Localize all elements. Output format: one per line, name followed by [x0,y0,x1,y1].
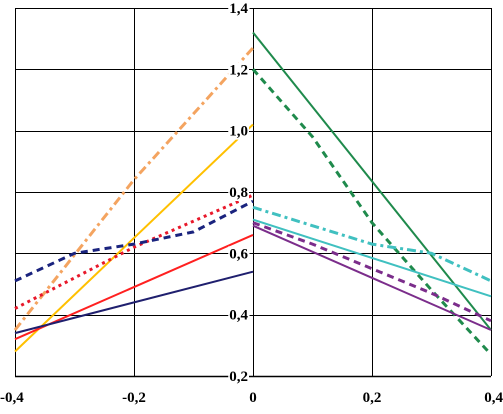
y-tick-label: 0,4 [229,308,248,324]
y-tick-label-bg [228,246,250,263]
x-tick-label: -0,2 [122,390,146,406]
y-tick-label: 0,8 [229,185,248,201]
x-tick-label: -0,4 [0,390,24,406]
series-line-2 [13,46,255,331]
series-line-3 [14,233,254,341]
y-tick-label-bg [228,62,249,79]
series-line-11 [252,224,492,331]
tick-labels: 0,20,40,60,81,01,21,4-0,4 -0,2 0 0,2 0,4 [0,1,503,406]
y-tick-label: 1,0 [229,124,248,140]
x-tick-label: 0,2 [363,390,382,406]
y-tick-label: 0,6 [229,246,248,262]
y-tick-label: 1,2 [229,62,248,78]
series-line-1 [14,123,254,353]
y-tick-label: 0,2 [229,369,248,385]
series-line-12 [252,221,492,323]
y-tick-label-bg [228,1,250,17]
series-line-9 [252,218,492,298]
series-line-5 [14,270,254,335]
y-tick-label-bg [228,123,249,140]
series-line-10 [252,205,492,283]
x-tick-label: 0,4 [484,390,503,406]
x-tick-label: 0 [249,390,257,406]
y-tick-label-bg [228,307,250,324]
grid [15,8,492,378]
series-line-7 [252,31,492,331]
y-tick-label-bg [228,185,249,201]
series-line-4 [14,193,254,310]
series-line-6 [14,199,254,283]
y-tick-label-bg [228,369,249,385]
y-tick-label: 1,4 [229,1,248,17]
series-group [13,31,493,356]
